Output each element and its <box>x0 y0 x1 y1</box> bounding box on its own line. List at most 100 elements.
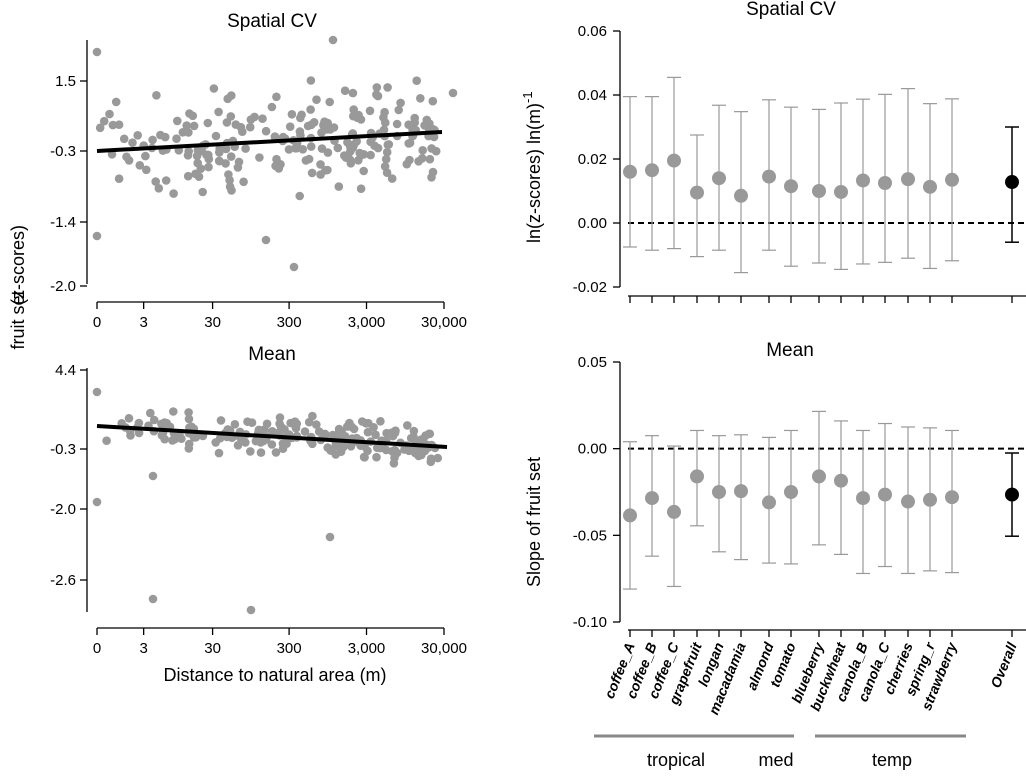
scatter-point <box>417 154 427 163</box>
scatter-point <box>427 173 436 182</box>
scatter-point <box>326 445 336 454</box>
scatter-point <box>388 428 398 437</box>
scatter-point <box>289 262 299 272</box>
scatter-point <box>133 131 142 140</box>
estimate-point <box>901 172 915 187</box>
scatter-point <box>203 118 213 128</box>
scatter-point <box>198 187 207 197</box>
scatter-point <box>306 105 315 114</box>
scatter-point <box>119 134 129 144</box>
scatter-point <box>345 418 354 428</box>
scatter-point <box>334 431 344 440</box>
estimate-point <box>812 184 826 198</box>
scatter-point <box>334 182 344 191</box>
scatter-point <box>146 408 155 418</box>
scatter-point <box>255 153 264 162</box>
scatter-point <box>402 159 412 169</box>
scatter-point <box>114 174 124 183</box>
right-y-label-top-sup: -1 <box>520 91 535 103</box>
category-label: Overall <box>987 639 1020 690</box>
scatter-point <box>214 107 223 117</box>
estimate-point <box>762 169 776 184</box>
group-label: tropical <box>647 750 705 770</box>
scatter-point <box>372 452 381 462</box>
scatter-point <box>359 150 369 159</box>
scatter-point <box>365 106 375 116</box>
scatter-point <box>184 128 193 137</box>
y-tick-label: 1.5 <box>55 73 76 90</box>
scatter-point <box>95 123 105 133</box>
scatter-point <box>354 156 363 165</box>
scatter-point <box>184 444 194 453</box>
scatter-point <box>135 161 145 170</box>
scatter-point <box>154 184 164 193</box>
estimate-point <box>856 173 870 188</box>
scatter-point <box>433 453 443 463</box>
scatter-point <box>215 148 224 157</box>
x-tick-label: 30,000 <box>421 314 467 331</box>
scatter-point <box>215 433 225 443</box>
estimate-point <box>856 491 870 506</box>
scatter-point <box>349 424 359 434</box>
right-top-panel: Spatial CV -0.02 0.00 0.02 0.04 0.06 <box>573 0 1026 303</box>
group-label: temp <box>872 750 912 770</box>
scatter-point <box>363 446 372 456</box>
scatter-point <box>189 121 199 131</box>
scatter-point <box>340 86 350 95</box>
estimate-point <box>667 504 681 519</box>
scatter-point <box>366 150 375 160</box>
scatter-point <box>372 443 382 453</box>
right-top-title: Spatial CV <box>746 0 836 20</box>
scatter-point <box>161 176 171 185</box>
y-tick-label: -1.4 <box>50 214 76 231</box>
scatter-point <box>128 138 137 147</box>
scatter-point <box>148 135 157 145</box>
estimate-point <box>734 188 748 203</box>
scatter-point <box>363 427 373 437</box>
left-top-title: Spatial CV <box>227 11 317 32</box>
scatter-point <box>141 151 150 161</box>
y-tick-label: -2.0 <box>50 501 76 518</box>
y-tick-label: 0.05 <box>578 354 607 371</box>
scatter-point <box>173 116 182 126</box>
scatter-point <box>376 417 385 426</box>
scatter-point <box>134 418 144 428</box>
estimate-point <box>834 184 848 199</box>
scatter-point <box>267 102 277 112</box>
scatter-point <box>184 408 193 417</box>
scatter-point <box>306 76 316 85</box>
estimate-point <box>645 491 659 506</box>
scatter-point <box>246 605 256 615</box>
y-tick-label: -0.05 <box>573 527 607 544</box>
left-y-label-units: (z-scores) <box>8 225 28 305</box>
scatter-point <box>412 76 422 85</box>
left-bottom-fit-line <box>96 424 448 449</box>
scatter-point <box>356 115 366 124</box>
estimate-point <box>923 179 937 194</box>
estimate-point <box>901 494 915 509</box>
scatter-point <box>300 427 310 436</box>
scatter-point <box>258 114 267 123</box>
scatter-point <box>298 145 308 154</box>
estimate-point <box>945 172 959 187</box>
y-tick-label: 4.4 <box>55 362 76 379</box>
scatter-point <box>421 431 430 440</box>
x-tick-label: 300 <box>277 640 302 657</box>
scatter-point <box>325 97 335 107</box>
scatter-point <box>270 132 280 141</box>
x-tick-label: 300 <box>277 314 302 331</box>
estimate-point <box>784 485 798 499</box>
scatter-point <box>418 146 428 155</box>
scatter-point <box>148 471 158 481</box>
scatter-point <box>387 447 397 456</box>
scatter-point <box>291 422 300 431</box>
scatter-point <box>312 95 321 104</box>
left-bottom-title: Mean <box>248 344 296 365</box>
scatter-point <box>275 413 285 422</box>
scatter-point <box>304 417 314 427</box>
scatter-point <box>275 419 284 429</box>
scatter-point <box>336 447 346 457</box>
scatter-point <box>183 171 193 181</box>
scatter-point <box>169 407 178 416</box>
estimate-point <box>878 176 892 190</box>
